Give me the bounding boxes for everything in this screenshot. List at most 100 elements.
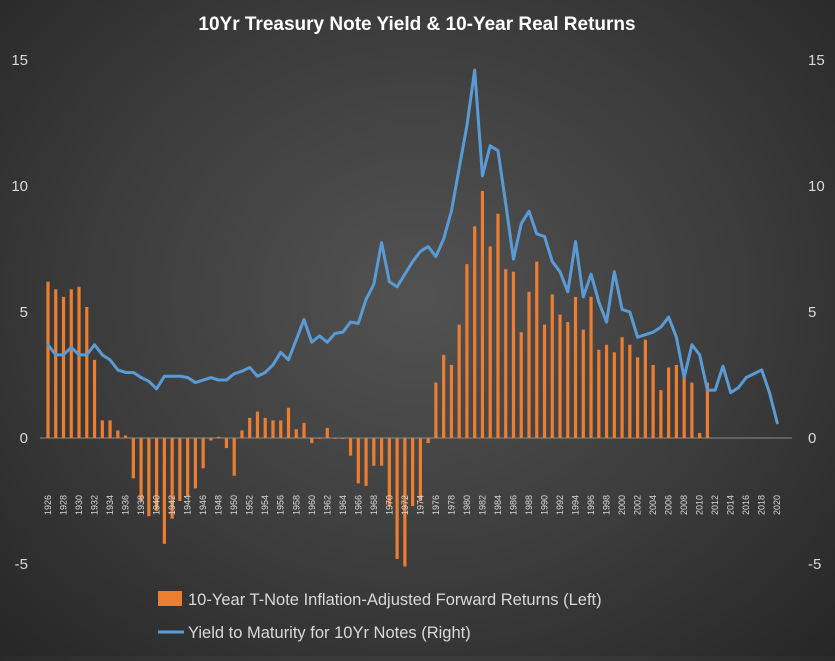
x-tick-label: 1930: [74, 495, 84, 515]
left-axis: 15 10 5 0 -5: [11, 52, 28, 573]
x-tick-label: 2018: [757, 495, 767, 515]
bar-1986: [512, 272, 515, 438]
x-tick-label: 1944: [183, 495, 193, 515]
bar-2006: [667, 367, 670, 438]
bar-1990: [543, 325, 546, 438]
x-tick-label: 1984: [493, 495, 503, 515]
bar-1988: [527, 292, 530, 438]
bar-1932: [93, 360, 96, 438]
bar-1939: [147, 438, 150, 516]
x-tick-label: 2010: [695, 495, 705, 515]
bar-1996: [589, 297, 592, 438]
bar-2004: [652, 365, 655, 438]
bar-1958: [295, 429, 298, 438]
bar-2009: [690, 383, 693, 438]
bar-1991: [551, 294, 554, 438]
x-tick-label: 2014: [726, 495, 736, 515]
bar-1953: [256, 412, 259, 438]
x-tick-label: 2020: [772, 495, 782, 515]
x-tick-label: 1926: [43, 495, 53, 515]
bar-1943: [178, 438, 181, 501]
bar-1965: [349, 438, 352, 456]
bar-1949: [225, 438, 228, 448]
x-tick-label: 1938: [136, 495, 146, 515]
bar-2003: [644, 340, 647, 438]
x-tick-label: 1970: [384, 495, 394, 515]
x-tick-label: 1958: [291, 495, 301, 515]
right-tick-label: 15: [808, 52, 825, 69]
bar-1995: [582, 330, 585, 438]
x-tick-label: 1980: [462, 495, 472, 515]
x-tick-label: 1936: [121, 495, 131, 515]
bar-1994: [574, 297, 577, 438]
right-tick-label: 0: [808, 430, 816, 447]
bar-2001: [628, 345, 631, 438]
bar-1961: [318, 438, 321, 439]
bar-1985: [504, 269, 507, 438]
bar-1946: [202, 438, 205, 468]
x-tick-label: 1982: [477, 495, 487, 515]
x-tick-label: 1932: [90, 495, 100, 515]
right-tick-label: -5: [808, 556, 821, 573]
x-tick-label: 1956: [276, 495, 286, 515]
bar-1957: [287, 408, 290, 438]
bar-1973: [411, 438, 414, 506]
legend-line-label: Yield to Maturity for 10Yr Notes (Right): [188, 624, 471, 642]
bar-1929: [70, 289, 73, 438]
bar-1954: [264, 418, 267, 438]
x-tick-label: 1972: [400, 495, 410, 515]
bar-1997: [597, 350, 600, 438]
bar-1979: [458, 325, 461, 438]
x-tick-label: 1988: [524, 495, 534, 515]
bar-1982: [481, 191, 484, 438]
left-tick-label: 15: [11, 52, 28, 69]
bar-1998: [605, 345, 608, 438]
bar-1962: [326, 428, 329, 438]
x-tick-label: 1992: [555, 495, 565, 515]
right-tick-label: 10: [808, 178, 825, 195]
x-tick-label: 1940: [152, 495, 162, 515]
bar-1980: [465, 264, 468, 438]
bar-1959: [302, 423, 305, 438]
x-tick-label: 1978: [446, 495, 456, 515]
bar-1976: [434, 383, 437, 438]
bar-1968: [372, 438, 375, 466]
bar-1992: [558, 315, 561, 438]
x-tick-label: 1986: [508, 495, 518, 515]
left-tick-label: 0: [20, 430, 28, 447]
bar-1948: [217, 437, 220, 438]
bar-1933: [101, 420, 104, 438]
bar-2010: [698, 433, 701, 438]
bar-1952: [248, 418, 251, 438]
x-tick-label: 1976: [431, 495, 441, 515]
x-tick-label: 1994: [571, 495, 581, 515]
bar-1978: [450, 365, 453, 438]
bar-1941: [163, 438, 166, 544]
x-tick-label: 1964: [338, 495, 348, 515]
x-tick-label: 1948: [214, 495, 224, 515]
x-tick-label: 1960: [307, 495, 317, 515]
bar-2007: [675, 365, 678, 438]
bar-1971: [396, 438, 399, 559]
bar-1927: [54, 289, 57, 438]
bar-1951: [240, 430, 243, 438]
bar-1950: [233, 438, 236, 476]
x-tick-label: 1946: [198, 495, 208, 515]
x-tick-label: 1954: [260, 495, 270, 515]
bar-1983: [489, 246, 492, 438]
left-tick-label: 10: [11, 178, 28, 195]
x-tick-label: 1962: [322, 495, 332, 515]
bar-1993: [566, 322, 569, 438]
bar-1966: [357, 438, 360, 483]
bar-1938: [139, 438, 142, 501]
left-tick-label: 5: [20, 304, 28, 321]
legend-bar-label: 10-Year T-Note Inflation-Adjusted Forwar…: [188, 591, 602, 609]
bar-1944: [186, 438, 189, 496]
x-tick-label: 2006: [664, 495, 674, 515]
bar-1936: [124, 435, 127, 438]
left-tick-label: -5: [15, 556, 28, 573]
bar-2008: [683, 370, 686, 438]
x-tick-label: 2000: [617, 495, 627, 515]
